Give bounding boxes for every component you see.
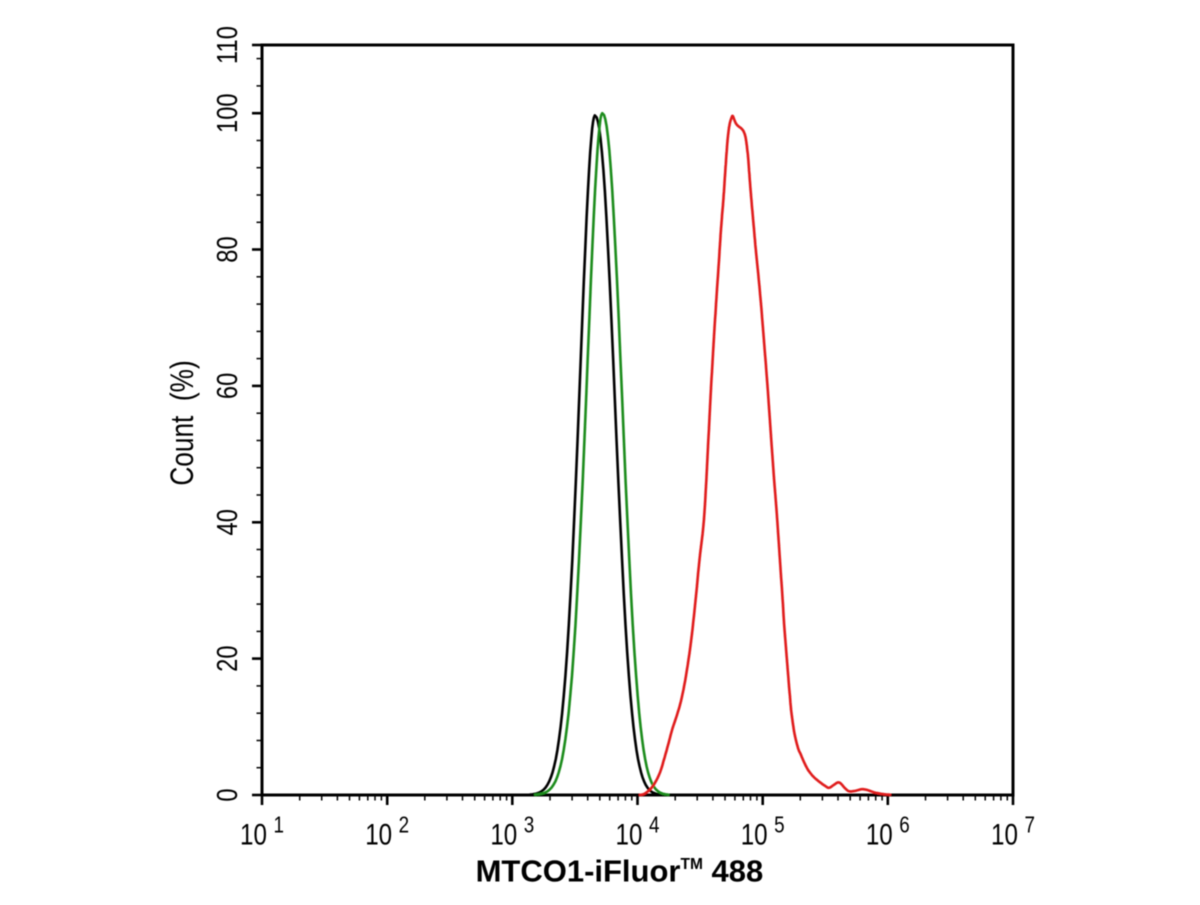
svg-text:Count (%): Count (%)	[166, 360, 201, 485]
svg-text:110: 110	[211, 26, 244, 64]
svg-text:107: 10 7	[991, 813, 1035, 851]
svg-text:0: 0	[211, 788, 244, 801]
svg-text:80: 80	[211, 236, 244, 262]
svg-text:40: 40	[211, 509, 244, 535]
svg-text:106: 10 6	[866, 813, 910, 851]
svg-text:100: 100	[211, 93, 244, 133]
svg-text:60: 60	[211, 373, 244, 399]
svg-text:MTCO1-iFluorTM 488: MTCO1-iFluorTM 488	[476, 853, 764, 888]
svg-text:20: 20	[211, 645, 244, 671]
